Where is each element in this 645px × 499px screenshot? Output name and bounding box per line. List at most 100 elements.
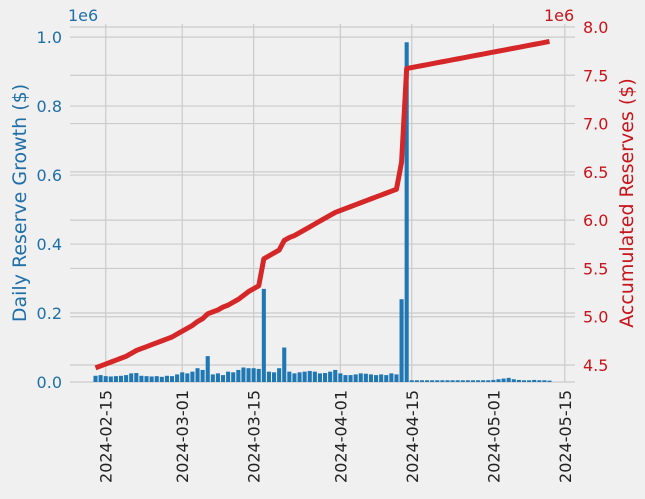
bar bbox=[486, 380, 491, 382]
bar bbox=[506, 377, 511, 382]
bar bbox=[241, 367, 246, 382]
bar bbox=[266, 371, 271, 382]
bar bbox=[409, 380, 414, 382]
bar bbox=[343, 375, 348, 382]
bar bbox=[282, 347, 287, 382]
bar bbox=[384, 375, 389, 382]
bar bbox=[348, 375, 353, 382]
bar bbox=[226, 371, 231, 382]
bar bbox=[124, 375, 129, 382]
bar bbox=[210, 374, 215, 382]
bar bbox=[277, 368, 282, 382]
bar bbox=[328, 371, 333, 382]
bar bbox=[261, 288, 266, 382]
bar bbox=[333, 369, 338, 382]
bar bbox=[440, 380, 445, 382]
y-offset-label: 1e6 bbox=[68, 6, 98, 25]
bar bbox=[450, 380, 455, 382]
bar bbox=[113, 376, 118, 382]
y-tick-label: 0.2 bbox=[37, 304, 62, 323]
y-tick-label: 0.8 bbox=[37, 97, 62, 116]
x-tick-label: 2024-04-15 bbox=[403, 390, 422, 483]
bar bbox=[205, 356, 210, 382]
y2-tick-label: 6.5 bbox=[583, 163, 608, 182]
y-tick-label: 0.0 bbox=[37, 373, 62, 392]
bar bbox=[338, 373, 343, 382]
bar bbox=[532, 379, 537, 382]
bar bbox=[108, 376, 113, 382]
y2-tick-label: 5.5 bbox=[583, 259, 608, 278]
bar bbox=[521, 380, 527, 382]
x-tick-label: 2024-03-01 bbox=[173, 390, 192, 483]
y2-tick-label: 7.0 bbox=[583, 115, 608, 134]
y-tick-label: 1.0 bbox=[37, 28, 62, 47]
bar bbox=[317, 373, 322, 382]
bar bbox=[98, 375, 103, 382]
bar bbox=[256, 368, 261, 382]
line bbox=[94, 39, 550, 371]
bar bbox=[435, 380, 440, 382]
y2-tick-label: 7.5 bbox=[583, 66, 608, 85]
bar bbox=[496, 379, 501, 382]
bar bbox=[139, 375, 144, 382]
bar bbox=[149, 376, 154, 382]
bar bbox=[511, 379, 516, 382]
bar bbox=[404, 42, 409, 382]
bar bbox=[501, 378, 506, 382]
bar bbox=[460, 380, 465, 382]
bar bbox=[379, 374, 384, 382]
bar bbox=[215, 373, 220, 382]
bar bbox=[425, 380, 430, 382]
y2-tick-label: 6.0 bbox=[583, 211, 608, 230]
bar bbox=[220, 375, 226, 382]
bar bbox=[363, 373, 368, 382]
bar bbox=[368, 374, 373, 382]
y-tick-label: 0.4 bbox=[37, 235, 62, 254]
bar bbox=[195, 368, 200, 382]
x-tick-label: 2024-02-15 bbox=[97, 390, 116, 483]
bar bbox=[180, 372, 185, 382]
bar bbox=[542, 380, 547, 382]
y2-tick-label: 4.5 bbox=[583, 356, 608, 375]
bar bbox=[353, 374, 358, 382]
x-tick-label: 2024-05-01 bbox=[484, 390, 503, 483]
y-axis-label: Daily Reserve Growth ($) bbox=[9, 84, 31, 322]
bar bbox=[374, 375, 379, 382]
bar bbox=[129, 373, 134, 382]
bar bbox=[118, 375, 124, 382]
bar bbox=[287, 371, 292, 382]
bar bbox=[476, 380, 481, 382]
bar bbox=[537, 380, 542, 382]
bar bbox=[399, 299, 404, 382]
bar bbox=[302, 371, 307, 382]
bar bbox=[103, 376, 108, 382]
bar bbox=[134, 373, 139, 382]
bar bbox=[159, 376, 164, 382]
y2-axis-label: Accumulated Reserves ($) bbox=[616, 78, 638, 328]
bar bbox=[491, 379, 496, 382]
bar bbox=[445, 380, 450, 382]
y-tick-label: 0.6 bbox=[37, 166, 62, 185]
bar bbox=[297, 372, 302, 382]
bar bbox=[527, 380, 532, 382]
bar bbox=[164, 375, 169, 382]
bar bbox=[419, 380, 425, 382]
bar bbox=[358, 373, 363, 382]
bar bbox=[516, 379, 521, 382]
bar bbox=[470, 380, 476, 382]
bar bbox=[175, 374, 180, 382]
bar bbox=[236, 369, 241, 382]
bar bbox=[246, 368, 251, 382]
bar bbox=[272, 372, 277, 382]
bar bbox=[144, 376, 149, 382]
bar bbox=[292, 373, 297, 382]
bar bbox=[430, 380, 435, 382]
bar bbox=[231, 372, 236, 382]
bar bbox=[251, 368, 256, 382]
bar bbox=[190, 371, 195, 382]
bar bbox=[481, 380, 486, 382]
bar bbox=[307, 370, 312, 382]
